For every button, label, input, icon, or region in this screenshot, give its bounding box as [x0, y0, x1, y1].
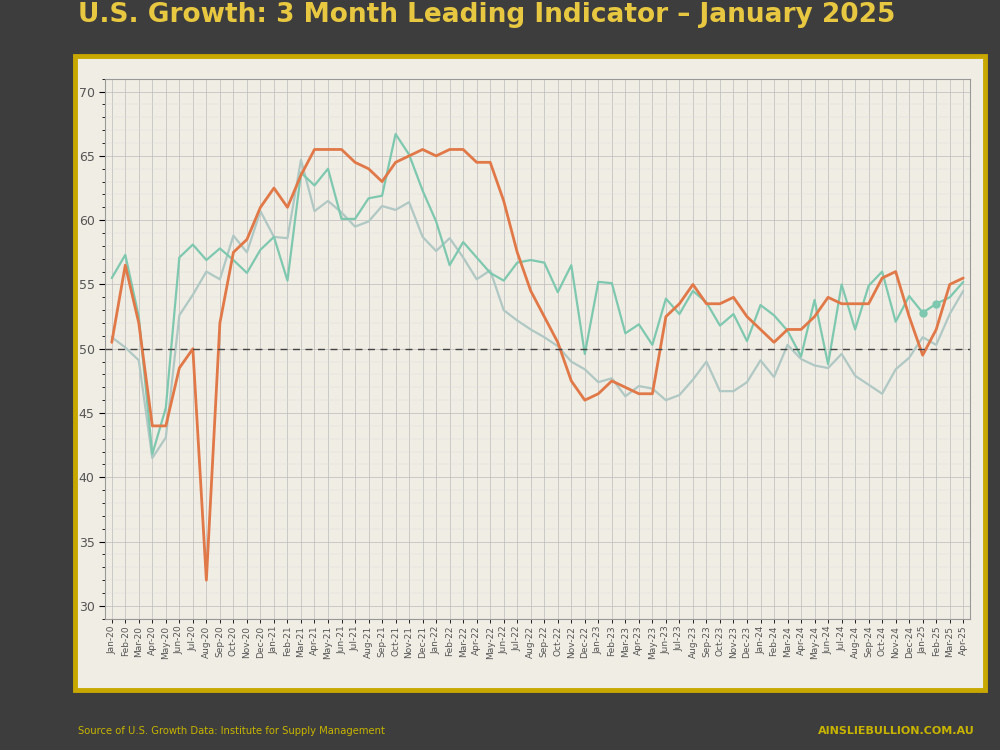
Text: U.S. Growth: 3 Month Leading Indicator – January 2025: U.S. Growth: 3 Month Leading Indicator –… — [78, 2, 895, 28]
FancyBboxPatch shape — [75, 56, 985, 690]
Text: Source of U.S. Growth Data: Institute for Supply Management: Source of U.S. Growth Data: Institute fo… — [78, 726, 385, 736]
Text: AINSLIEBULLION.COM.AU: AINSLIEBULLION.COM.AU — [818, 726, 975, 736]
